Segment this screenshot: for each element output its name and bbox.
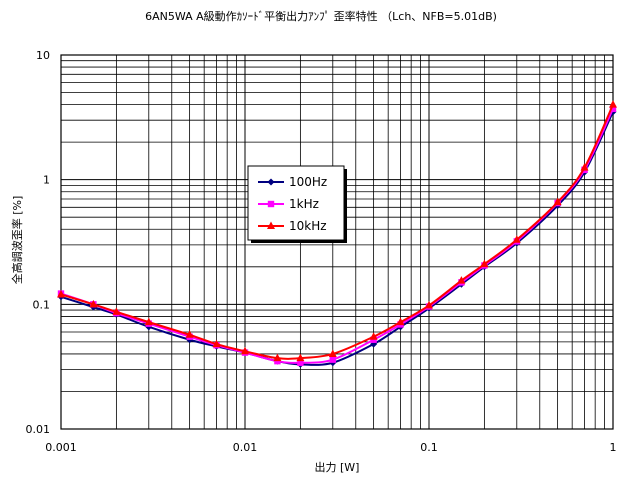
chart-title: 6AN5WA A級動作ｶｿｰﾄﾞ平衡出力ｱﾝﾌﾟ 歪率特性 （Lch、NFB=5… (145, 9, 497, 23)
data-point (553, 197, 562, 206)
data-point (185, 330, 194, 338)
data-point (609, 105, 617, 113)
data-point (241, 346, 249, 355)
data-point (112, 307, 121, 315)
data-series (57, 100, 617, 368)
data-point (274, 357, 281, 365)
data-point (57, 289, 65, 298)
data-point (273, 353, 282, 362)
data-point (144, 317, 153, 326)
y-tick-label: 10 (36, 49, 50, 62)
legend-marker (267, 200, 275, 208)
y-tick-label: 0.01 (26, 423, 51, 436)
x-tick-label: 1 (610, 441, 617, 454)
x-axis-label: 出力 [W] (315, 460, 360, 474)
legend-label: 10kHz (289, 219, 327, 233)
data-point (512, 235, 521, 243)
y-tick-label: 0.1 (33, 298, 51, 311)
data-point (369, 332, 378, 340)
legend-label: 100Hz (289, 175, 327, 189)
data-point (212, 339, 221, 348)
data-point (480, 259, 489, 268)
plot-axes: 0.001 0.01 0.1 1 10 1 0.1 0.01 (26, 49, 617, 454)
series-2 (57, 100, 617, 362)
data-point (329, 356, 336, 363)
data-point (296, 353, 305, 362)
data-point (396, 317, 405, 326)
legend-marker (267, 221, 275, 229)
data-point (370, 336, 377, 343)
plot-grid (60, 55, 613, 430)
data-point (297, 359, 304, 366)
y-axis-label: 全高調波歪率 [%] (10, 196, 24, 285)
x-tick-label: 0.1 (420, 441, 438, 454)
data-point (89, 299, 98, 308)
data-point (609, 100, 617, 108)
data-point (328, 349, 337, 357)
data-point (425, 300, 433, 309)
y-tick-label: 1 (43, 174, 50, 187)
x-tick-label: 0.001 (45, 441, 77, 454)
data-point (457, 276, 466, 284)
x-tick-label: 0.01 (233, 441, 258, 454)
legend-label: 1kHz (289, 197, 319, 211)
legend-marker (267, 178, 275, 186)
data-point (580, 163, 589, 171)
plot-frame (60, 54, 614, 430)
chart-legend: 100Hz 1kHz 10kHz (247, 165, 347, 243)
